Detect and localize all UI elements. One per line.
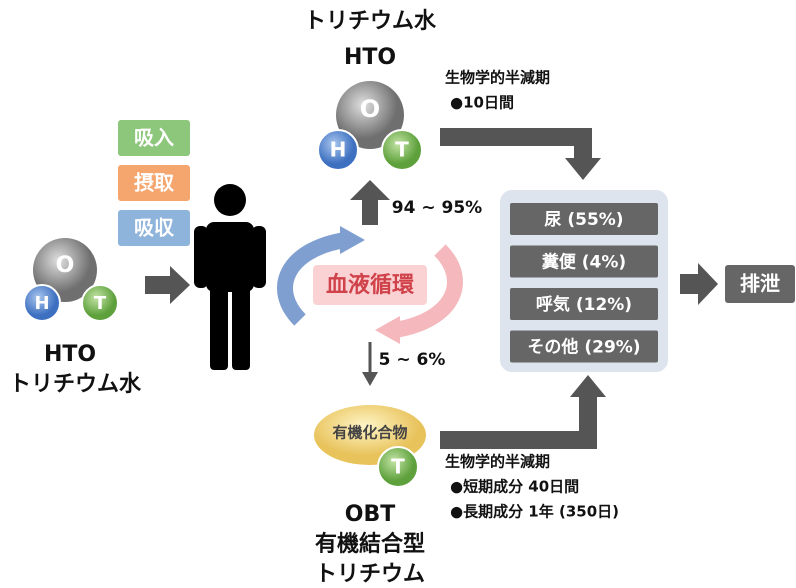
halflife-item: ●短期成分 40日間 xyxy=(450,478,579,496)
atom: O xyxy=(360,95,380,123)
label: OBT xyxy=(345,502,395,527)
intake-box xyxy=(118,165,190,201)
ratio: 5 ~ 6% xyxy=(379,350,446,370)
ratio: 94 ~ 95% xyxy=(392,198,482,218)
excretion-item xyxy=(510,245,658,278)
excretion-item xyxy=(510,330,658,363)
intake-box xyxy=(118,120,190,156)
excretion-box xyxy=(725,265,795,303)
circulation-label: 血液循環 xyxy=(326,272,415,298)
title: HTO xyxy=(344,45,396,70)
left-molecule: O H T xyxy=(23,238,119,322)
cycle-arrow xyxy=(340,226,365,254)
intake-label: 吸収 xyxy=(134,216,175,240)
halflife-title: 生物学的半減期 xyxy=(445,453,550,471)
label: トリチウム水 xyxy=(9,372,142,397)
arrow xyxy=(440,128,592,160)
halflife-item: ●10日間 xyxy=(450,94,514,112)
cycle-arrow xyxy=(375,316,400,344)
compound-label: 有機化合物 xyxy=(332,424,407,442)
atom: T xyxy=(395,138,409,162)
atom: T xyxy=(94,293,107,314)
label: トリチウム xyxy=(315,562,425,587)
arrow xyxy=(565,158,601,180)
atom: O xyxy=(56,253,75,278)
arrow xyxy=(570,375,606,397)
excretion-item-label: 尿 (55%) xyxy=(544,210,623,230)
intake-box xyxy=(118,210,190,246)
atom: H xyxy=(34,293,49,314)
excretion-panel xyxy=(500,190,668,372)
excretion-label: 排泄 xyxy=(740,272,780,296)
intake-label: 摂取 xyxy=(134,171,174,195)
cycle-arrow xyxy=(277,232,347,326)
arrow xyxy=(440,395,597,449)
atom: H xyxy=(330,138,347,162)
excretion-item xyxy=(510,203,658,235)
arrow xyxy=(145,266,190,304)
atom-circle xyxy=(377,446,419,488)
intake-label: 吸入 xyxy=(134,126,174,150)
cycle-arrow xyxy=(393,244,463,338)
top-molecule: O H T xyxy=(317,81,423,171)
atom: T xyxy=(391,455,405,479)
person xyxy=(194,184,266,370)
excretion-item-label: 糞便 (4%) xyxy=(541,252,626,273)
excretion-item xyxy=(510,288,658,320)
label: HTO xyxy=(44,342,96,367)
arrow xyxy=(350,180,390,225)
label: 有機結合型 xyxy=(315,531,425,557)
title: トリチウム水 xyxy=(304,9,437,34)
halflife-title: 生物学的半減期 xyxy=(445,69,550,87)
halflife-item: ●長期成分 1年 (350日) xyxy=(450,503,619,521)
arrow xyxy=(362,372,378,386)
excretion-item-label: 呼気 (12%) xyxy=(536,294,632,315)
arrow xyxy=(680,263,718,305)
circulation-box xyxy=(313,265,427,305)
excretion-item-label: その他 (29%) xyxy=(527,337,640,358)
